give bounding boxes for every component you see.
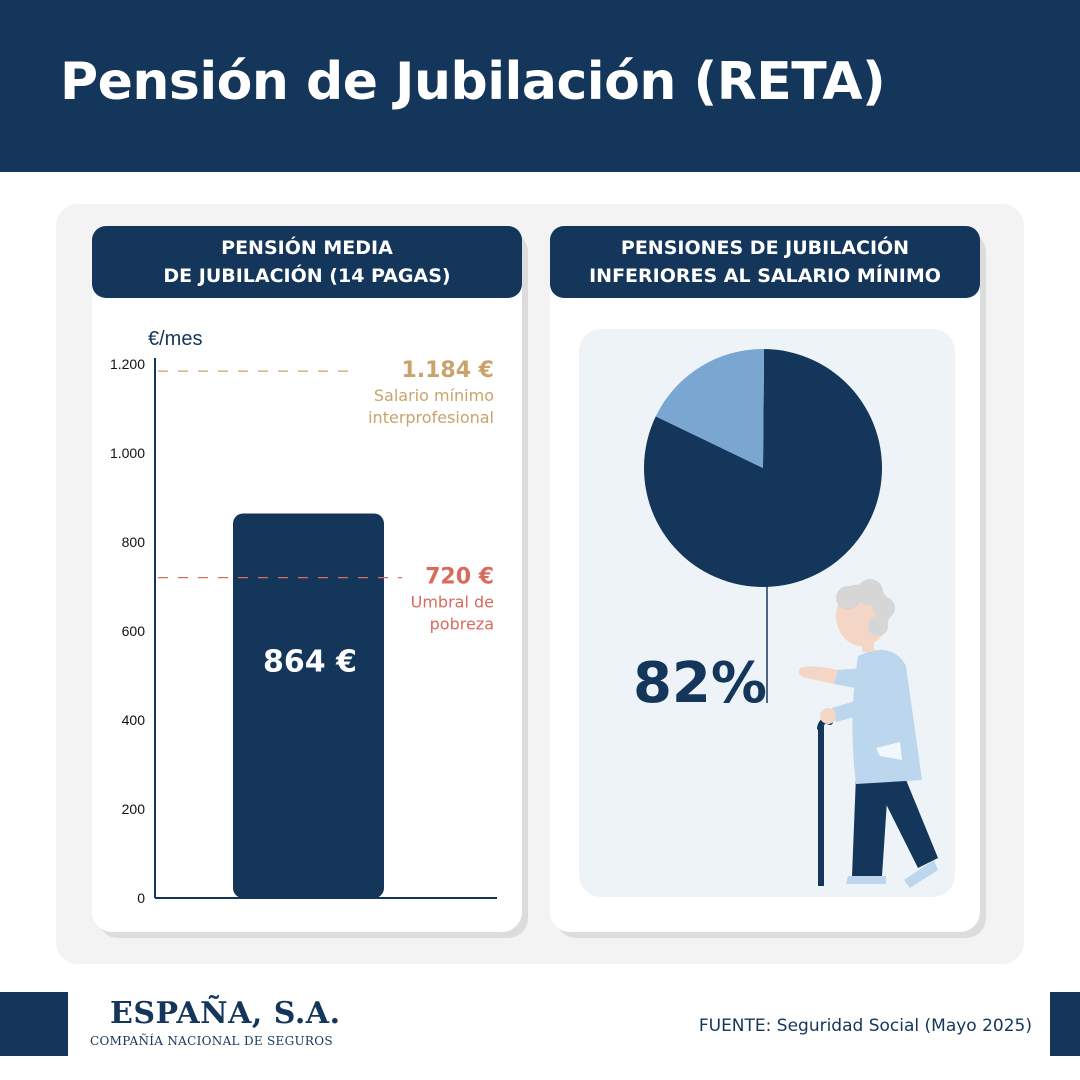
y-ticks: 0 200 400 600 800 1.000 1.200 bbox=[110, 356, 145, 906]
below-minimum-title: PENSIONES DE JUBILACIÓN INFERIORES AL SA… bbox=[550, 226, 980, 298]
footer-accent-left bbox=[0, 992, 68, 1056]
bar-chart: €/mes 0 200 400 600 800 1.000 1.200 864 € 1.18… bbox=[110, 328, 497, 906]
y-tick-label: 600 bbox=[122, 623, 146, 639]
y-tick-label: 0 bbox=[137, 890, 145, 906]
y-tick-label: 800 bbox=[122, 534, 146, 550]
pie-chart: 82% bbox=[633, 348, 882, 716]
page-title: Pensión de Jubilación (RETA) bbox=[60, 52, 886, 112]
header-banner: Pensión de Jubilación (RETA) bbox=[0, 0, 1080, 172]
y-tick-label: 1.200 bbox=[110, 356, 145, 372]
elderly-person-illustration bbox=[798, 579, 938, 888]
pie-percentage-label: 82% bbox=[633, 651, 767, 716]
y-axis-label: €/mes bbox=[148, 328, 202, 350]
below-minimum-title-line-2: INFERIORES AL SALARIO MÍNIMO bbox=[589, 265, 941, 287]
poverty-note-line-1: Umbral de bbox=[411, 593, 494, 612]
below-minimum-title-line-1: PENSIONES DE JUBILACIÓN bbox=[620, 237, 910, 259]
y-tick-label: 200 bbox=[122, 801, 146, 817]
poverty-note-line-2: pobreza bbox=[430, 615, 494, 634]
minimum-wage-value: 1.184 € bbox=[401, 358, 494, 383]
minimum-wage-note-line-1: Salario mínimo bbox=[374, 386, 494, 405]
company-logo-title: ESPAÑA, S.A. bbox=[110, 996, 341, 1031]
average-pension-title-line-2: DE JUBILACIÓN (14 PAGAS) bbox=[163, 265, 451, 287]
footer-accent-right bbox=[1050, 992, 1080, 1056]
y-tick-label: 400 bbox=[122, 712, 146, 728]
bar-value-label: 864 € bbox=[263, 645, 357, 680]
poverty-value: 720 € bbox=[425, 565, 494, 590]
pie-slice-below-minimum bbox=[643, 349, 882, 587]
minimum-wage-note-line-2: interprofesional bbox=[368, 408, 494, 427]
y-tick-label: 1.000 bbox=[110, 445, 145, 461]
average-pension-title-line-1: PENSIÓN MEDIA bbox=[221, 237, 393, 259]
bar-average-pension bbox=[233, 513, 384, 898]
average-pension-card: PENSIÓN MEDIA DE JUBILACIÓN (14 PAGAS) bbox=[92, 226, 522, 932]
average-pension-title: PENSIÓN MEDIA DE JUBILACIÓN (14 PAGAS) bbox=[92, 226, 522, 298]
source-note: FUENTE: Seguridad Social (Mayo 2025) bbox=[698, 1016, 1032, 1036]
pie-slice-rest bbox=[655, 348, 765, 468]
company-logo-subtitle: COMPAÑÍA NACIONAL DE SEGUROS bbox=[90, 1034, 333, 1048]
